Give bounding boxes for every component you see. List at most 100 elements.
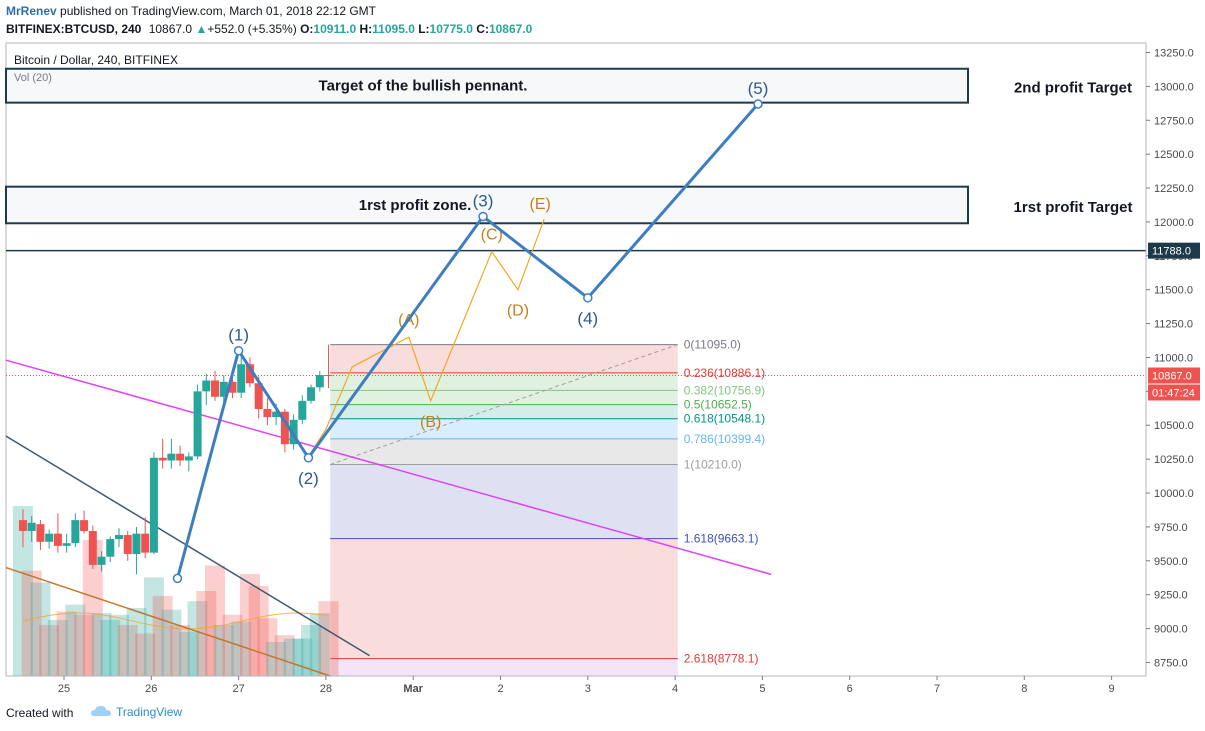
last-price: 10867.0 — [148, 22, 193, 36]
fib-band — [330, 438, 678, 465]
volume-bar — [231, 621, 252, 676]
wave-pivot — [753, 99, 763, 109]
dark-trend-line — [5, 435, 370, 657]
elliott-waves: (A)(B)(C)(D)(E)(1)(2)(3)(4)(5) — [172, 79, 769, 584]
volume-bar — [178, 631, 199, 676]
candle-body — [80, 520, 89, 531]
fib-level-label: 2.618(8778.1) — [684, 652, 759, 666]
price-tick-label: 12250.0 — [1154, 183, 1194, 195]
subwave-label: (E) — [529, 196, 550, 213]
price-tick-label: 9500.0 — [1154, 556, 1188, 568]
price-tick-label: 11250.0 — [1154, 319, 1193, 331]
profit-zone-box — [5, 67, 969, 104]
fib-band — [330, 404, 678, 419]
tradingview-brand: TradingView — [116, 705, 183, 719]
time-tick-label: 25 — [58, 683, 70, 695]
volume-bar — [274, 635, 295, 676]
volume-bar — [21, 570, 42, 676]
plot-area — [5, 42, 1147, 677]
volume-bar — [82, 540, 103, 676]
fib-level-label: 0.236(10886.1) — [684, 366, 765, 380]
wave-label: (1) — [228, 326, 249, 345]
time-tick-label: Mar — [403, 683, 423, 695]
publish-info: MrRenev published on TradingView.com, Ma… — [6, 4, 376, 18]
high-label: H: — [359, 22, 373, 36]
price-level-tag — [1148, 242, 1200, 259]
close-value: 10867.0 — [488, 22, 533, 36]
time-tick-label: 5 — [759, 683, 765, 695]
candle-body — [219, 381, 228, 397]
price-tick-label: 12750.0 — [1154, 115, 1194, 127]
wave-label: (4) — [577, 309, 598, 328]
fib-level-label: 1(10210.0) — [684, 458, 742, 472]
price-axis: 13250.0 13000.0 12750.0 12500.0 12250.0 12000… — [1145, 43, 1200, 676]
wave-pivot — [583, 293, 593, 303]
price-tick-label: 13250.0 — [1154, 47, 1194, 59]
volume-bar — [301, 625, 322, 676]
profit-target-label: 2nd profit Target — [1014, 80, 1132, 97]
candle-body — [36, 524, 45, 542]
time-tick-label: 8 — [1021, 683, 1027, 695]
volume-bar — [39, 625, 60, 676]
wave-label: (3) — [473, 191, 494, 210]
profit-target-label: 1rst profit Target — [1014, 199, 1133, 216]
volume-bar — [257, 618, 278, 676]
candle-body — [176, 453, 185, 461]
ohlc-bar: BITFINEX:BTCUSD, 240 10867.0 ▲+552.0 (+5… — [6, 22, 532, 36]
time-tick-label: 4 — [672, 683, 678, 695]
candle-body — [158, 457, 167, 461]
price-tick-label: 10000.0 — [1154, 488, 1194, 500]
price-chart[interactable]: 0(11095.0)0.236(10886.1)0.382(10756.9)0.… — [0, 40, 1205, 698]
symbol-label: BITFINEX:BTCUSD, 240 — [6, 22, 142, 36]
fib-band — [330, 464, 678, 539]
candle-body — [237, 364, 246, 393]
close-label: C: — [476, 22, 489, 36]
price-tick-label: 12000.0 — [1154, 217, 1194, 229]
price-tick-label: 9250.0 — [1154, 590, 1188, 602]
tradingview-link[interactable]: TradingView — [90, 705, 182, 719]
volume-bar — [143, 577, 164, 676]
up-arrow-icon: ▲ — [195, 22, 208, 36]
candle-body — [167, 453, 176, 461]
time-tick-label: 2 — [497, 683, 503, 695]
volume-bar — [292, 638, 313, 676]
wave-label: (2) — [298, 469, 319, 488]
volume-ma-line — [22, 612, 329, 630]
volume-legend: Vol (20) — [14, 72, 52, 84]
candle-body — [272, 411, 281, 418]
last-price-tag — [1148, 367, 1200, 384]
volume-bar — [126, 608, 147, 676]
volume-bar — [47, 619, 68, 676]
wave-label: (5) — [748, 79, 769, 98]
brown-trend-line — [5, 566, 331, 677]
candle-body — [114, 535, 123, 540]
price-tick-label: 10500.0 — [1154, 420, 1194, 432]
volume-bar — [283, 638, 304, 676]
fib-level-label: 0.382(10756.9) — [684, 383, 765, 397]
volume-bar — [135, 633, 156, 676]
fib-level-label: 0(11095.0) — [684, 338, 741, 352]
subwave-label: (D) — [507, 303, 529, 320]
candle-body — [62, 543, 71, 546]
candle-body — [202, 380, 211, 392]
candles — [18, 344, 333, 575]
wave-pivot — [478, 211, 488, 222]
open-value: 10911.0 — [313, 22, 357, 36]
chart-header: MrRenev published on TradingView.com, Ma… — [0, 0, 1205, 40]
candle-body — [307, 387, 316, 401]
candle-body — [132, 533, 141, 555]
author-link[interactable]: MrRenev — [6, 4, 57, 18]
price-tick-label: 10250.0 — [1154, 454, 1194, 466]
cloud-logo-icon — [91, 706, 111, 716]
candle-body — [53, 533, 62, 546]
price-tick-label: 8750.0 — [1154, 657, 1188, 669]
fib-band — [330, 418, 678, 439]
volume-bar — [117, 625, 138, 676]
volume-bar — [108, 614, 129, 676]
volume-bar — [318, 601, 339, 676]
candle-body — [324, 375, 333, 377]
volume-bar — [205, 565, 226, 676]
volume-bar — [213, 625, 234, 676]
fib-level-label: 1.618(9663.1) — [684, 532, 759, 546]
candle-body — [106, 539, 115, 557]
